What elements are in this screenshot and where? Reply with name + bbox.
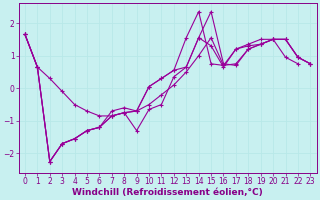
X-axis label: Windchill (Refroidissement éolien,°C): Windchill (Refroidissement éolien,°C) [72, 188, 263, 197]
